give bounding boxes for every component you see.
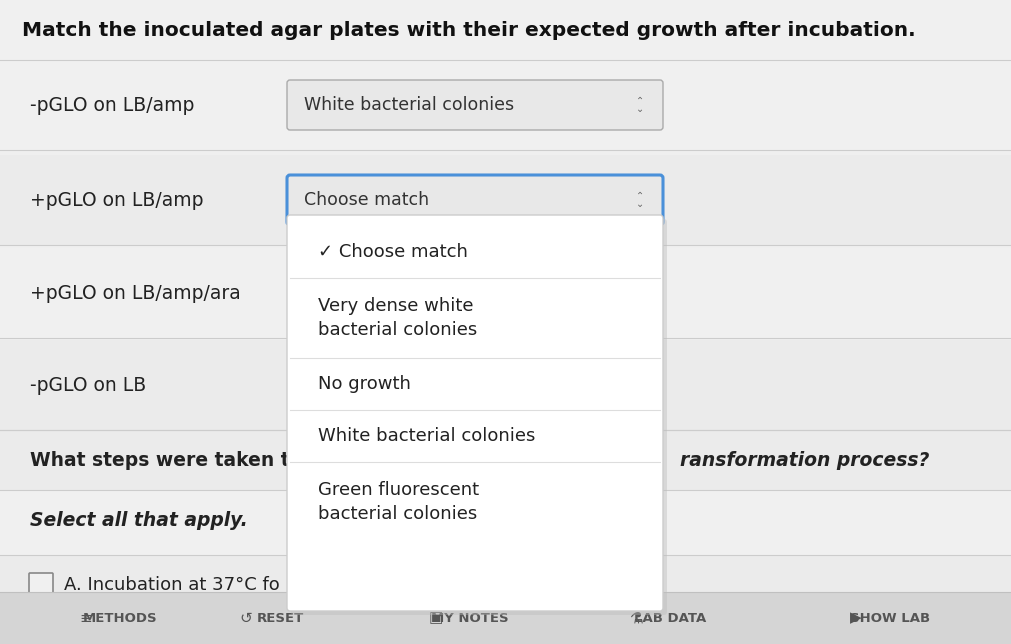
FancyBboxPatch shape — [287, 215, 662, 611]
Text: Green fluorescent
bacterial colonies: Green fluorescent bacterial colonies — [317, 481, 478, 523]
FancyBboxPatch shape — [29, 573, 53, 597]
Bar — [0, 340, 1011, 430]
Text: ↺: ↺ — [240, 611, 252, 625]
Text: B. Treatment with calci: B. Treatment with calci — [64, 636, 270, 644]
Text: What steps were taken t: What steps were taken t — [30, 451, 289, 469]
Text: ⚗: ⚗ — [629, 611, 642, 625]
FancyBboxPatch shape — [291, 219, 666, 615]
Text: Match the inoculated agar plates with their expected growth after incubation.: Match the inoculated agar plates with th… — [22, 21, 915, 39]
Bar — [0, 0, 1011, 60]
Text: ⌃: ⌃ — [635, 96, 643, 106]
FancyBboxPatch shape — [29, 633, 53, 644]
Bar — [0, 615, 1011, 644]
Text: +pGLO on LB/amp: +pGLO on LB/amp — [30, 191, 203, 209]
Text: LAB DATA: LAB DATA — [633, 612, 706, 625]
Text: -pGLO on LB/amp: -pGLO on LB/amp — [30, 95, 194, 115]
Bar — [0, 155, 1011, 245]
Text: ≡: ≡ — [80, 611, 92, 625]
Text: ⌄: ⌄ — [635, 104, 643, 114]
Text: MY NOTES: MY NOTES — [431, 612, 509, 625]
Text: -pGLO on LB: -pGLO on LB — [30, 375, 147, 395]
Bar — [0, 555, 1011, 615]
Bar — [0, 60, 1011, 150]
Text: SHOW LAB: SHOW LAB — [849, 612, 929, 625]
Bar — [0, 490, 1011, 555]
Text: ▣: ▣ — [429, 611, 443, 625]
Text: +pGLO on LB/amp/ara: +pGLO on LB/amp/ara — [30, 283, 241, 303]
FancyBboxPatch shape — [287, 175, 662, 225]
Text: White bacterial colonies: White bacterial colonies — [303, 96, 514, 114]
Text: ▶: ▶ — [849, 611, 861, 625]
Text: White bacterial colonies: White bacterial colonies — [317, 427, 535, 445]
FancyBboxPatch shape — [287, 80, 662, 130]
Text: No growth: No growth — [317, 375, 410, 393]
Text: METHODS: METHODS — [83, 612, 157, 625]
Text: A. Incubation at 37°C fo: A. Incubation at 37°C fo — [64, 576, 279, 594]
Bar — [0, 430, 1011, 495]
Text: ✓ Choose match: ✓ Choose match — [317, 243, 467, 261]
Text: Select all that apply.: Select all that apply. — [30, 511, 248, 529]
Text: Very dense white
bacterial colonies: Very dense white bacterial colonies — [317, 297, 477, 339]
Text: ⌄: ⌄ — [635, 199, 643, 209]
Bar — [0, 248, 1011, 338]
Text: ⌃: ⌃ — [635, 191, 643, 201]
Text: Choose match: Choose match — [303, 191, 429, 209]
Text: ransformation process?: ransformation process? — [679, 451, 928, 469]
Bar — [0, 592, 1011, 644]
Text: RESET: RESET — [256, 612, 303, 625]
